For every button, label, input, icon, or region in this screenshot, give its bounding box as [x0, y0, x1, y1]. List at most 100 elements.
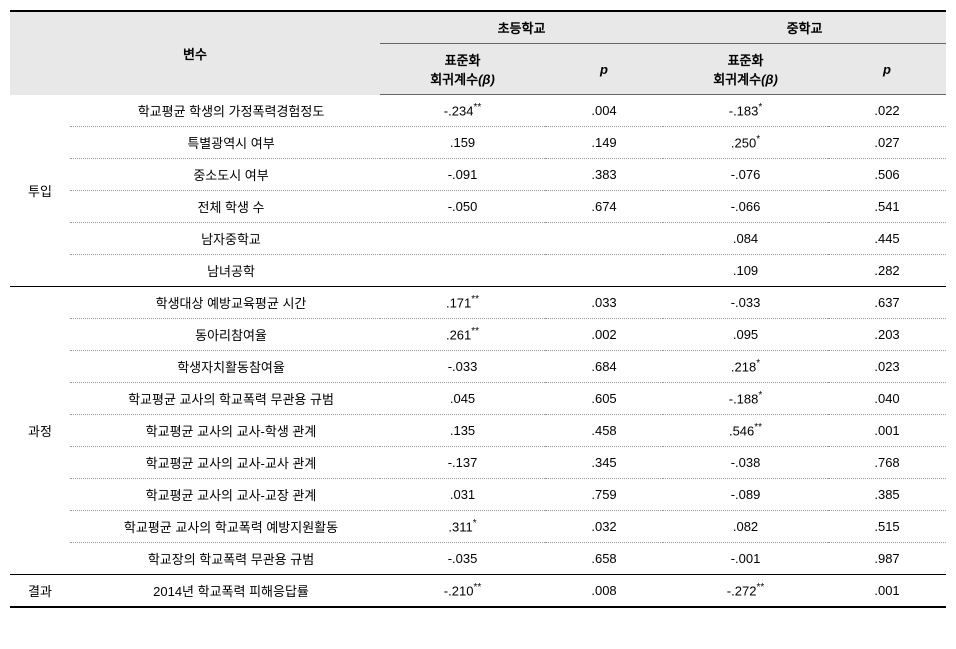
elem-beta-cell: .031: [380, 478, 545, 510]
mid-p-cell: .023: [828, 350, 946, 382]
table-row: 학교평균 교사의 교사-교장 관계.031.759-.089.385: [10, 478, 946, 510]
elem-beta-cell: -.210**: [380, 574, 545, 607]
elem-p-cell: .658: [545, 542, 663, 574]
mid-beta-cell: -.089: [663, 478, 828, 510]
elem-p-cell: .004: [545, 95, 663, 127]
variable-cell: 동아리참여율: [70, 318, 380, 350]
variable-cell: 학생자치활동참여율: [70, 350, 380, 382]
variable-cell: 학교평균 교사의 학교폭력 무관용 규범: [70, 382, 380, 414]
elem-beta-cell: .261**: [380, 318, 545, 350]
elem-p-cell: .759: [545, 478, 663, 510]
variable-cell: 전체 학생 수: [70, 190, 380, 222]
mid-beta-cell: -.038: [663, 446, 828, 478]
category-cell: 과정: [10, 286, 70, 574]
mid-beta-cell: -.188*: [663, 382, 828, 414]
mid-beta-cell: -.183*: [663, 95, 828, 127]
elem-beta-cell: .135: [380, 414, 545, 446]
mid-beta-cell: -.272**: [663, 574, 828, 607]
elem-p-cell: .008: [545, 574, 663, 607]
beta-sub-label: 회귀계수: [430, 72, 478, 87]
mid-beta-cell: -.001: [663, 542, 828, 574]
variable-cell: 학생대상 예방교육평균 시간: [70, 286, 380, 318]
table-row: 학교평균 교사의 학교폭력 무관용 규범.045.605-.188*.040: [10, 382, 946, 414]
variable-cell: 2014년 학교폭력 피해응답률: [70, 574, 380, 607]
elem-beta-cell: .311*: [380, 510, 545, 542]
elem-p-cell: .032: [545, 510, 663, 542]
mid-beta-cell: .095: [663, 318, 828, 350]
header-elem-beta: 표준화 회귀계수(β): [380, 44, 545, 95]
header-mid-beta: 표준화 회귀계수(β): [663, 44, 828, 95]
mid-p-cell: .027: [828, 126, 946, 158]
table-row: 학교평균 교사의 학교폭력 예방지원활동.311*.032.082.515: [10, 510, 946, 542]
mid-beta-cell: .109: [663, 254, 828, 286]
mid-p-cell: .385: [828, 478, 946, 510]
mid-p-cell: .022: [828, 95, 946, 127]
elem-p-cell: [545, 254, 663, 286]
elem-beta-cell: -.137: [380, 446, 545, 478]
variable-cell: 학교평균 교사의 교사-학생 관계: [70, 414, 380, 446]
table-row: 학교평균 교사의 교사-학생 관계.135.458.546**.001: [10, 414, 946, 446]
mid-p-cell: .040: [828, 382, 946, 414]
mid-p-cell: .282: [828, 254, 946, 286]
elem-beta-cell: -.091: [380, 158, 545, 190]
elem-p-cell: .383: [545, 158, 663, 190]
table-row: 동아리참여율.261**.002.095.203: [10, 318, 946, 350]
mid-beta-cell: -.066: [663, 190, 828, 222]
variable-cell: 중소도시 여부: [70, 158, 380, 190]
table-row: 학생자치활동참여율-.033.684.218*.023: [10, 350, 946, 382]
table-row: 남자중학교 .084.445: [10, 222, 946, 254]
mid-beta-cell: .084: [663, 222, 828, 254]
elem-beta-cell: -.050: [380, 190, 545, 222]
table-row: 투입학교평균 학생의 가정폭력경험정도-.234**.004-.183*.022: [10, 95, 946, 127]
mid-p-cell: .445: [828, 222, 946, 254]
elem-beta-cell: .171**: [380, 286, 545, 318]
elem-beta-cell: [380, 254, 545, 286]
elem-p-cell: .605: [545, 382, 663, 414]
table-row: 결과2014년 학교폭력 피해응답률-.210**.008-.272**.001: [10, 574, 946, 607]
table-row: 중소도시 여부-.091.383-.076.506: [10, 158, 946, 190]
elem-beta-cell: [380, 222, 545, 254]
header-middle: 중학교: [663, 11, 946, 44]
beta-label: 표준화: [728, 53, 764, 68]
table-row: 전체 학생 수-.050.674-.066.541: [10, 190, 946, 222]
elem-beta-cell: -.033: [380, 350, 545, 382]
elem-beta-cell: .045: [380, 382, 545, 414]
header-elem-p: p: [545, 44, 663, 95]
variable-cell: 학교평균 학생의 가정폭력경험정도: [70, 95, 380, 127]
mid-p-cell: .515: [828, 510, 946, 542]
elem-p-cell: .684: [545, 350, 663, 382]
elem-p-cell: [545, 222, 663, 254]
variable-cell: 학교평균 교사의 교사-교장 관계: [70, 478, 380, 510]
elem-p-cell: .149: [545, 126, 663, 158]
mid-p-cell: .203: [828, 318, 946, 350]
mid-p-cell: .987: [828, 542, 946, 574]
table-row: 남녀공학 .109.282: [10, 254, 946, 286]
mid-beta-cell: -.076: [663, 158, 828, 190]
mid-p-cell: .506: [828, 158, 946, 190]
mid-p-cell: .768: [828, 446, 946, 478]
elem-p-cell: .033: [545, 286, 663, 318]
table-row: 특별광역시 여부.159.149.250*.027: [10, 126, 946, 158]
beta-sub-label: 회귀계수: [713, 72, 761, 87]
table-header: 변수 초등학교 중학교 표준화 회귀계수(β) p 표준화 회귀계수(β) p: [10, 11, 946, 95]
mid-p-cell: .637: [828, 286, 946, 318]
mid-beta-cell: .546**: [663, 414, 828, 446]
category-cell: 투입: [10, 95, 70, 287]
elem-beta-cell: -.234**: [380, 95, 545, 127]
mid-p-cell: .001: [828, 574, 946, 607]
variable-cell: 학교평균 교사의 학교폭력 예방지원활동: [70, 510, 380, 542]
mid-p-cell: .541: [828, 190, 946, 222]
regression-table: 변수 초등학교 중학교 표준화 회귀계수(β) p 표준화 회귀계수(β) p …: [10, 10, 946, 608]
elem-p-cell: .674: [545, 190, 663, 222]
header-mid-p: p: [828, 44, 946, 95]
variable-cell: 남녀공학: [70, 254, 380, 286]
variable-cell: 남자중학교: [70, 222, 380, 254]
elem-beta-cell: -.035: [380, 542, 545, 574]
category-cell: 결과: [10, 574, 70, 607]
elem-beta-cell: .159: [380, 126, 545, 158]
beta-symbol: (β): [761, 72, 778, 87]
elem-p-cell: .345: [545, 446, 663, 478]
mid-beta-cell: .250*: [663, 126, 828, 158]
header-elementary: 초등학교: [380, 11, 663, 44]
elem-p-cell: .002: [545, 318, 663, 350]
